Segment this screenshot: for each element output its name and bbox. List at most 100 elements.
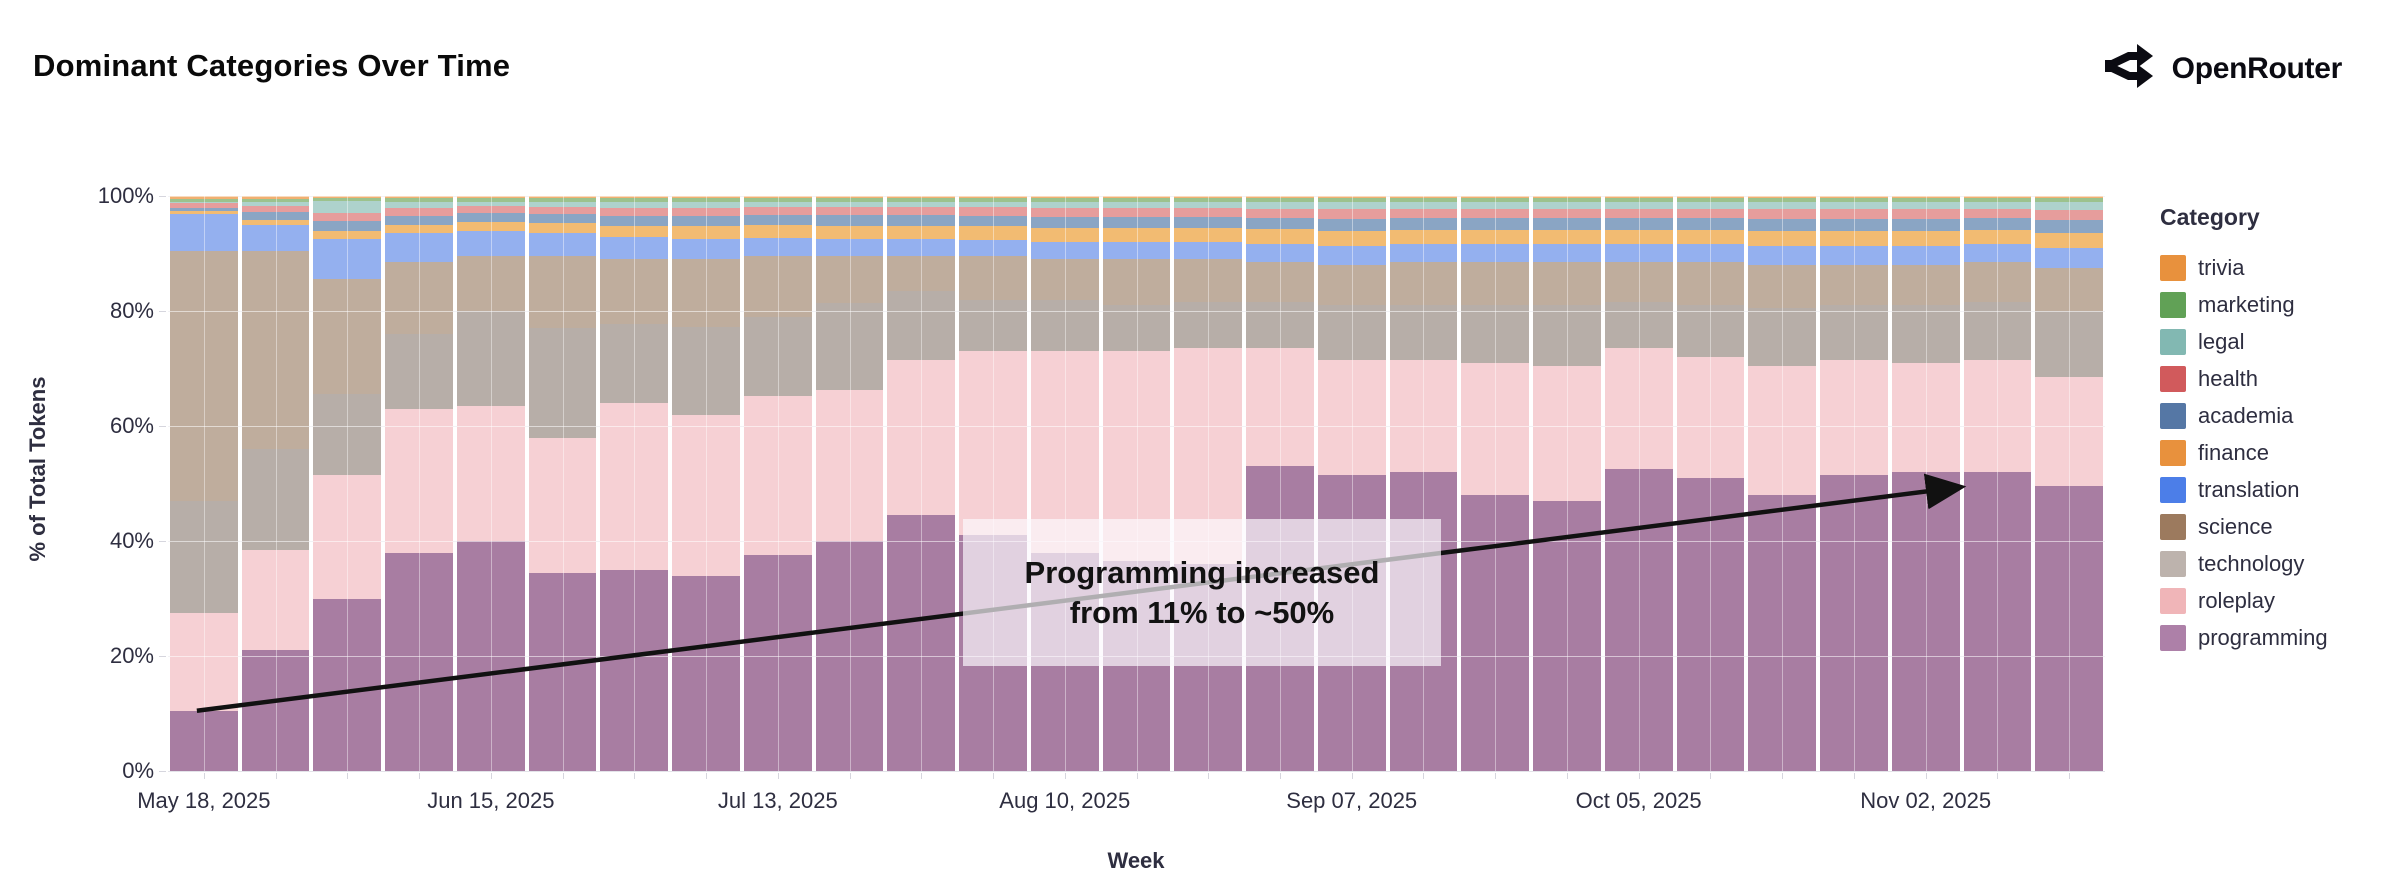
bar-segment-legal bbox=[528, 201, 597, 207]
bar-segment-translation bbox=[1461, 244, 1530, 263]
legend-label: roleplay bbox=[2198, 587, 2276, 613]
bar-segment-marketing bbox=[1963, 197, 2032, 203]
bar-segment-health bbox=[959, 206, 1027, 216]
bar-segment-legal bbox=[385, 201, 453, 208]
x-tick-label: Jul 13, 2025 bbox=[717, 788, 838, 813]
bar-segment-health bbox=[1317, 209, 1386, 219]
bar-segment-marketing bbox=[1748, 197, 1817, 203]
bar-segment-health bbox=[1174, 208, 1243, 217]
bar-segment-trivia bbox=[672, 196, 740, 198]
bar-segment-trivia bbox=[1389, 196, 1458, 198]
bar-segment-marketing bbox=[241, 199, 310, 203]
bar-segment-technology bbox=[1246, 302, 1314, 349]
bar-segment-science bbox=[1963, 262, 2032, 303]
bar-segment-finance bbox=[1820, 231, 1888, 247]
bar-segment-trivia bbox=[1676, 196, 1745, 198]
bar-segment-trivia bbox=[456, 196, 525, 198]
bar-segment-roleplay bbox=[672, 414, 740, 576]
bar-segment-technology bbox=[672, 326, 740, 415]
bar-segment-translation bbox=[1246, 243, 1314, 263]
bar-segment-roleplay bbox=[456, 405, 525, 541]
bar-segment-technology bbox=[1389, 305, 1458, 360]
bar-segment-technology bbox=[1317, 305, 1386, 360]
bar-segment-marketing bbox=[170, 199, 238, 202]
bar-segment-technology bbox=[1461, 305, 1530, 363]
bar-segment-science bbox=[2035, 267, 2103, 311]
y-tick-mark bbox=[159, 426, 166, 427]
legend-label: science bbox=[2198, 513, 2273, 539]
bar-oct-12-2025 bbox=[1676, 196, 1745, 771]
bar-segment-translation bbox=[528, 233, 597, 257]
legend-swatch-health bbox=[2160, 365, 2186, 392]
y-tick-label: 80% bbox=[109, 298, 154, 323]
bar-segment-health bbox=[1461, 208, 1530, 218]
bar-segment-legal bbox=[672, 201, 740, 208]
bar-segment-programming bbox=[170, 710, 238, 771]
x-tick-label: Jun 15, 2025 bbox=[427, 788, 555, 813]
bar-segment-roleplay bbox=[1246, 348, 1314, 467]
bar-aug-03-2025 bbox=[959, 196, 1027, 771]
x-tick-mark bbox=[1423, 773, 1425, 779]
y-tick-label: 100% bbox=[97, 183, 154, 208]
bar-segment-technology bbox=[887, 290, 956, 360]
openrouter-logo[interactable]: OpenRouter bbox=[2104, 42, 2342, 95]
bar-segment-health bbox=[1246, 208, 1314, 218]
bar-nov-16-2025 bbox=[2035, 196, 2103, 771]
bar-segment-roleplay bbox=[1461, 362, 1530, 495]
x-tick-mark bbox=[347, 773, 349, 779]
bar-segment-programming bbox=[1748, 495, 1817, 771]
bar-segment-programming bbox=[1820, 474, 1888, 771]
bar-segment-science bbox=[600, 259, 669, 324]
legend-item-trivia: trivia bbox=[2160, 249, 2380, 286]
bar-segment-science bbox=[528, 256, 597, 329]
bar-segment-trivia bbox=[313, 196, 382, 198]
x-tick-mark bbox=[1351, 773, 1353, 779]
bar-segment-technology bbox=[1748, 308, 1817, 366]
bar-segment-health bbox=[2035, 209, 2103, 221]
openrouter-logo-icon bbox=[2104, 42, 2156, 95]
bar-segment-technology bbox=[1533, 305, 1601, 366]
bar-segment-legal bbox=[241, 202, 310, 206]
legend-swatch-academia bbox=[2160, 402, 2186, 429]
bar-segment-health bbox=[672, 207, 740, 217]
bar-segment-legal bbox=[1748, 202, 1817, 210]
bar-segment-marketing bbox=[1174, 197, 1243, 203]
bar-segment-translation bbox=[1748, 246, 1817, 265]
bar-segment-trivia bbox=[2035, 196, 2103, 198]
bar-nov-09-2025 bbox=[1963, 196, 2032, 771]
bar-segment-health bbox=[1891, 209, 1960, 219]
bar-segment-science bbox=[1891, 265, 1960, 306]
y-tick-label: 20% bbox=[109, 643, 154, 668]
bar-segment-translation bbox=[815, 239, 884, 257]
x-tick-mark bbox=[993, 773, 995, 779]
bar-segment-finance bbox=[1389, 229, 1458, 245]
bar-segment-academia bbox=[1246, 217, 1314, 230]
legend-swatch-legal bbox=[2160, 328, 2186, 355]
bar-segment-finance bbox=[600, 225, 669, 238]
bar-oct-19-2025 bbox=[1748, 196, 1817, 771]
bar-aug-24-2025 bbox=[1174, 196, 1243, 771]
x-tick-mark bbox=[419, 773, 421, 779]
bar-segment-finance bbox=[1676, 229, 1745, 245]
bar-segment-academia bbox=[456, 213, 525, 222]
bar-aug-10-2025 bbox=[1030, 196, 1099, 771]
bar-segment-marketing bbox=[1891, 197, 1960, 203]
bar-segment-finance bbox=[1963, 229, 2032, 245]
bar-segment-legal bbox=[1891, 202, 1960, 210]
bar-segment-technology bbox=[1963, 302, 2032, 360]
bar-segment-marketing bbox=[528, 197, 597, 202]
bar-segment-academia bbox=[1748, 219, 1817, 232]
y-tick-label: 60% bbox=[109, 413, 154, 438]
bar-segment-translation bbox=[672, 239, 740, 260]
bar-segment-translation bbox=[1389, 244, 1458, 263]
bar-segment-programming bbox=[1461, 495, 1530, 771]
annotation-line-2: from 11% to ~50% bbox=[1069, 594, 1335, 630]
bar-segment-technology bbox=[528, 328, 597, 438]
y-tick-mark bbox=[159, 771, 166, 772]
x-tick-label: Aug 10, 2025 bbox=[999, 788, 1131, 813]
legend-swatch-trivia bbox=[2160, 254, 2186, 281]
x-tick-mark bbox=[203, 773, 205, 779]
bar-segment-academia bbox=[959, 215, 1027, 227]
bar-segment-roleplay bbox=[313, 474, 382, 599]
bar-segment-programming bbox=[456, 541, 525, 771]
